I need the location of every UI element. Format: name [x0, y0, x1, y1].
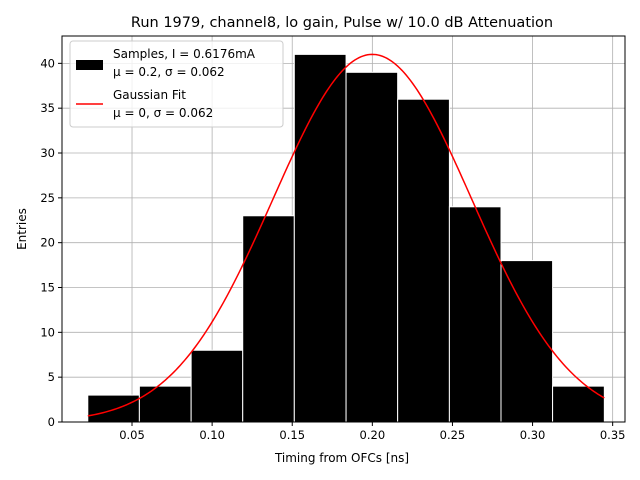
x-axis-label: Timing from OFCs [ns] — [274, 451, 409, 465]
histogram-bar-7 — [448, 206, 502, 423]
histogram-bar-4 — [293, 53, 347, 423]
y-tick-label-0: 0 — [48, 415, 55, 429]
y-axis-label: Entries — [15, 208, 29, 250]
y-tick-label-4: 20 — [40, 236, 55, 250]
x-tick-label-5: 0.30 — [520, 428, 546, 442]
legend: Samples, I = 0.6176mA μ = 0.2, σ = 0.062… — [69, 40, 284, 128]
plot-frame — [61, 35, 626, 423]
y-tick-label-5: 25 — [40, 191, 55, 205]
histogram-bars — [87, 53, 605, 423]
x-tick-label-1: 0.10 — [199, 428, 225, 442]
legend-samples-label: Samples, I = 0.6176mA — [113, 47, 256, 61]
histogram-bar-3 — [242, 215, 295, 423]
x-tick-label-4: 0.25 — [440, 428, 466, 442]
x-tick-label-6: 0.35 — [600, 428, 626, 442]
legend-fit-label: Gaussian Fit — [113, 88, 186, 102]
y-tick-label-6: 30 — [40, 146, 55, 160]
y-axis: 0 5 10 15 20 25 30 35 40 — [40, 56, 62, 429]
gaussian-fit-curve — [87, 53, 605, 417]
chart-title: Run 1979, channel8, lo gain, Pulse w/ 10… — [131, 15, 553, 31]
histogram-bar-2 — [190, 349, 244, 423]
y-tick-label-7: 35 — [40, 101, 55, 115]
x-tick-label-2: 0.15 — [279, 428, 305, 442]
gaussian-fit — [87, 53, 605, 417]
y-tick-label-8: 40 — [40, 56, 55, 70]
y-tick-label-1: 5 — [48, 370, 55, 384]
legend-samples-swatch — [76, 60, 103, 70]
histogram-bar-9 — [552, 385, 605, 423]
histogram-bar-0 — [87, 394, 140, 423]
legend-fit-stats: μ = 0, σ = 0.062 — [113, 106, 213, 120]
y-tick-label-2: 10 — [40, 325, 55, 339]
histogram-bar-6 — [397, 98, 450, 423]
x-tick-label-3: 0.20 — [360, 428, 386, 442]
histogram-bar-8 — [500, 260, 554, 423]
x-axis: 0.05 0.10 0.15 0.20 0.25 0.30 0.35 — [119, 422, 625, 442]
histogram-bar-1 — [138, 385, 192, 423]
histogram-bar-5 — [345, 71, 399, 423]
y-tick-label-3: 15 — [40, 281, 55, 295]
x-tick-label-0: 0.05 — [119, 428, 145, 442]
legend-box — [69, 40, 284, 128]
legend-samples-stats: μ = 0.2, σ = 0.062 — [113, 65, 225, 79]
